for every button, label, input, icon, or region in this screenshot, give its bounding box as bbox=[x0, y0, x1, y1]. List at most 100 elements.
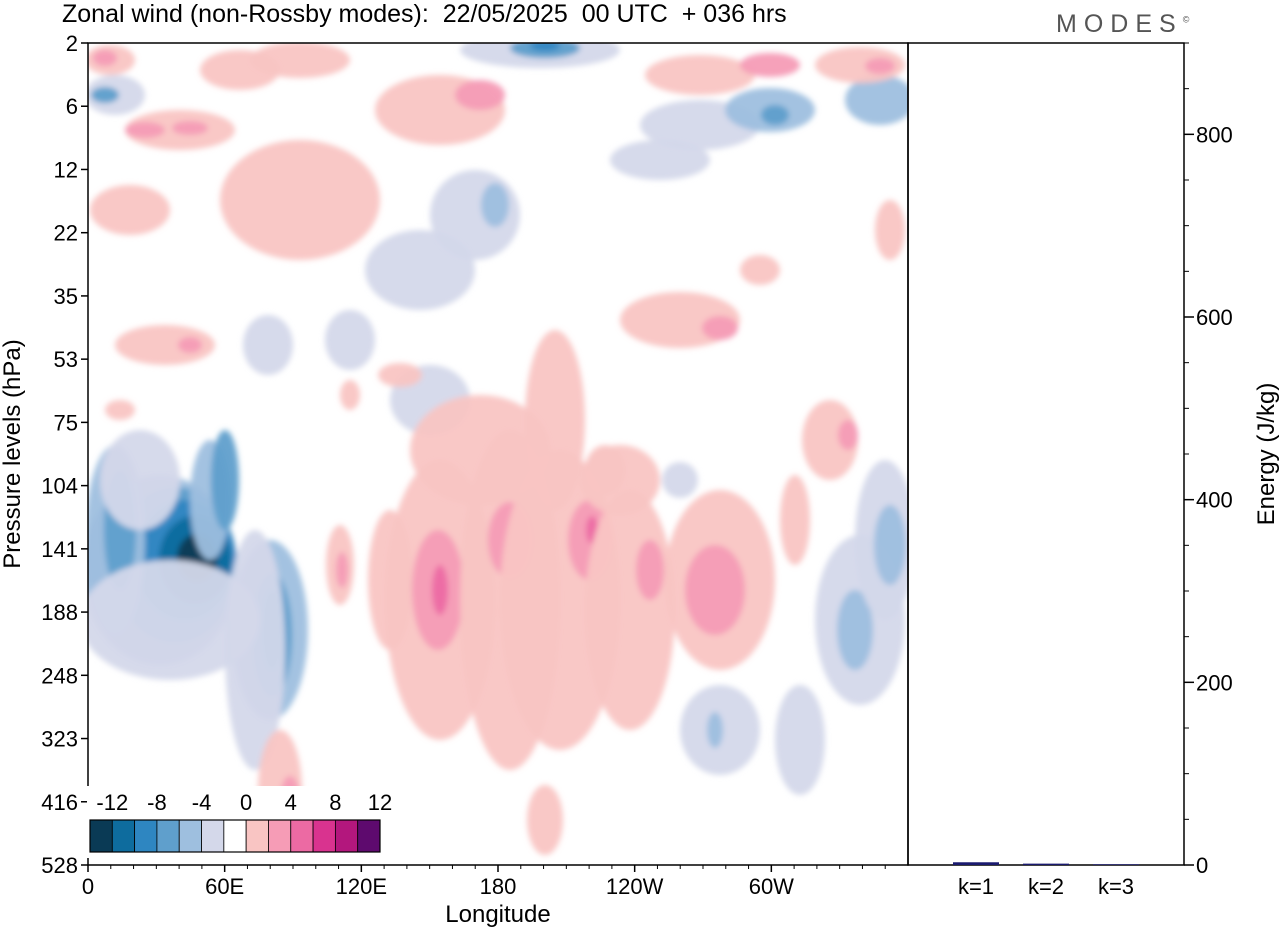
wind-contour bbox=[740, 255, 780, 285]
energy-bar bbox=[1093, 864, 1139, 865]
y-tick-label: 12 bbox=[54, 157, 78, 182]
energy-tick-label: 200 bbox=[1196, 670, 1233, 695]
energy-category-label: k=3 bbox=[1098, 874, 1134, 899]
wind-contour bbox=[865, 58, 895, 74]
wind-contour bbox=[645, 55, 755, 95]
colorbar-swatch bbox=[268, 819, 292, 853]
colorbar-swatch bbox=[334, 819, 359, 853]
y-tick-label: 6 bbox=[66, 94, 78, 119]
colorbar-swatch bbox=[312, 819, 336, 853]
energy-tick-label: 0 bbox=[1196, 853, 1208, 878]
wind-contour bbox=[368, 510, 412, 650]
chart-title: Zonal wind (non-Rossby modes): 22/05/202… bbox=[62, 0, 787, 28]
energy-bar bbox=[1023, 863, 1069, 865]
logo-text: MODES bbox=[1056, 10, 1183, 38]
colorbar-label: 0 bbox=[240, 790, 252, 815]
wind-contour bbox=[211, 430, 239, 530]
energy-tick-label: 400 bbox=[1196, 488, 1233, 513]
colorbar-label: -8 bbox=[147, 790, 167, 815]
energy-tick-label: 800 bbox=[1196, 122, 1233, 147]
energy-frame bbox=[907, 42, 1185, 866]
wind-contour bbox=[125, 122, 165, 138]
x-tick-label: 0 bbox=[82, 874, 94, 899]
x-tick-label: 180 bbox=[480, 874, 517, 899]
y-axis: 2 6 12 22 35 53 75 104 141 188 248 323 416 528 bbox=[41, 31, 88, 878]
colorbar-swatch bbox=[134, 819, 158, 853]
y-tick-label: 75 bbox=[54, 410, 78, 435]
x-axis: 0 60E 120E 180 120W 60W bbox=[82, 865, 886, 899]
heatmap-panel: 2 6 12 22 35 53 75 104 141 188 248 323 416 528 0 60E 12… bbox=[0, 31, 909, 928]
wind-contour bbox=[340, 380, 360, 410]
y-tick-label: 104 bbox=[41, 474, 78, 499]
wind-contour bbox=[88, 560, 260, 680]
y-tick-label: 53 bbox=[54, 347, 78, 372]
wind-contour bbox=[250, 43, 350, 78]
wind-contour bbox=[838, 420, 858, 450]
energy-tick-label: 600 bbox=[1196, 305, 1233, 330]
wind-contour bbox=[707, 712, 723, 748]
wind-contour bbox=[410, 395, 550, 505]
colorbar-swatch bbox=[357, 819, 381, 853]
x-tick-label: 120E bbox=[336, 874, 387, 899]
y-tick-label: 248 bbox=[41, 663, 78, 688]
y-tick-label: 188 bbox=[41, 600, 78, 625]
wind-contour bbox=[455, 80, 505, 110]
wind-contour bbox=[325, 310, 375, 370]
wind-contour bbox=[93, 50, 117, 66]
wind-contour bbox=[105, 400, 135, 420]
wind-contour bbox=[702, 316, 738, 340]
wind-contour bbox=[220, 140, 380, 260]
energy-bars: k=1 k=2 k=3 bbox=[953, 862, 1139, 899]
wind-contour bbox=[845, 75, 908, 125]
logo-mark: © bbox=[1182, 14, 1190, 25]
wind-contour bbox=[527, 785, 563, 855]
wind-contour bbox=[432, 565, 448, 615]
y-tick-label: 416 bbox=[41, 790, 78, 815]
colorbar-swatch bbox=[245, 819, 269, 853]
x-tick-label: 60E bbox=[205, 874, 244, 899]
wind-contour bbox=[815, 47, 905, 83]
colorbar-label: 4 bbox=[285, 790, 297, 815]
colorbar-legend: -12 -8 -4 0 4 8 12 bbox=[87, 786, 392, 858]
wind-contour bbox=[875, 200, 905, 260]
y-tick-label: 22 bbox=[54, 221, 78, 246]
y-axis-label: Pressure levels (hPa) bbox=[0, 339, 26, 568]
energy-category-label: k=2 bbox=[1028, 874, 1064, 899]
y-tick-label: 35 bbox=[54, 284, 78, 309]
wind-contour bbox=[90, 185, 170, 235]
wind-contour bbox=[243, 315, 293, 375]
y-tick-label: 528 bbox=[41, 853, 78, 878]
wind-contour bbox=[874, 505, 906, 585]
colorbar-swatch bbox=[111, 819, 136, 853]
wind-contour bbox=[378, 363, 422, 387]
y-tick-label: 141 bbox=[41, 537, 78, 562]
modes-logo: MODES© bbox=[1056, 10, 1189, 39]
wind-contour bbox=[662, 462, 698, 498]
wind-contour bbox=[775, 685, 825, 795]
wind-contour bbox=[530, 43, 560, 51]
wind-contour bbox=[336, 552, 348, 588]
colorbar-label: -12 bbox=[96, 790, 128, 815]
wind-contour bbox=[365, 230, 475, 310]
colorbar-frame bbox=[89, 819, 381, 853]
energy-bar bbox=[953, 862, 999, 865]
wind-contour bbox=[585, 490, 675, 730]
x-axis-label: Longitude bbox=[445, 901, 550, 928]
wind-contour bbox=[636, 540, 664, 600]
colorbar-swatch bbox=[89, 819, 113, 853]
y-tick-label: 2 bbox=[66, 31, 78, 56]
wind-contours bbox=[88, 43, 908, 855]
x-tick-label: 60W bbox=[749, 874, 794, 899]
energy-axis-label: Energy (J/kg) bbox=[1253, 383, 1280, 526]
wind-contour bbox=[172, 121, 208, 135]
wind-contour bbox=[837, 590, 873, 670]
wind-contour bbox=[115, 325, 215, 365]
energy-axis: 0 200 400 600 800 bbox=[1184, 42, 1233, 878]
colorbar-swatch bbox=[201, 819, 225, 853]
wind-contour bbox=[525, 330, 585, 510]
colorbar-label: 12 bbox=[368, 790, 392, 815]
colorbar-label: 8 bbox=[329, 790, 341, 815]
colorbar-swatch bbox=[223, 819, 247, 853]
wind-contour bbox=[91, 87, 119, 103]
